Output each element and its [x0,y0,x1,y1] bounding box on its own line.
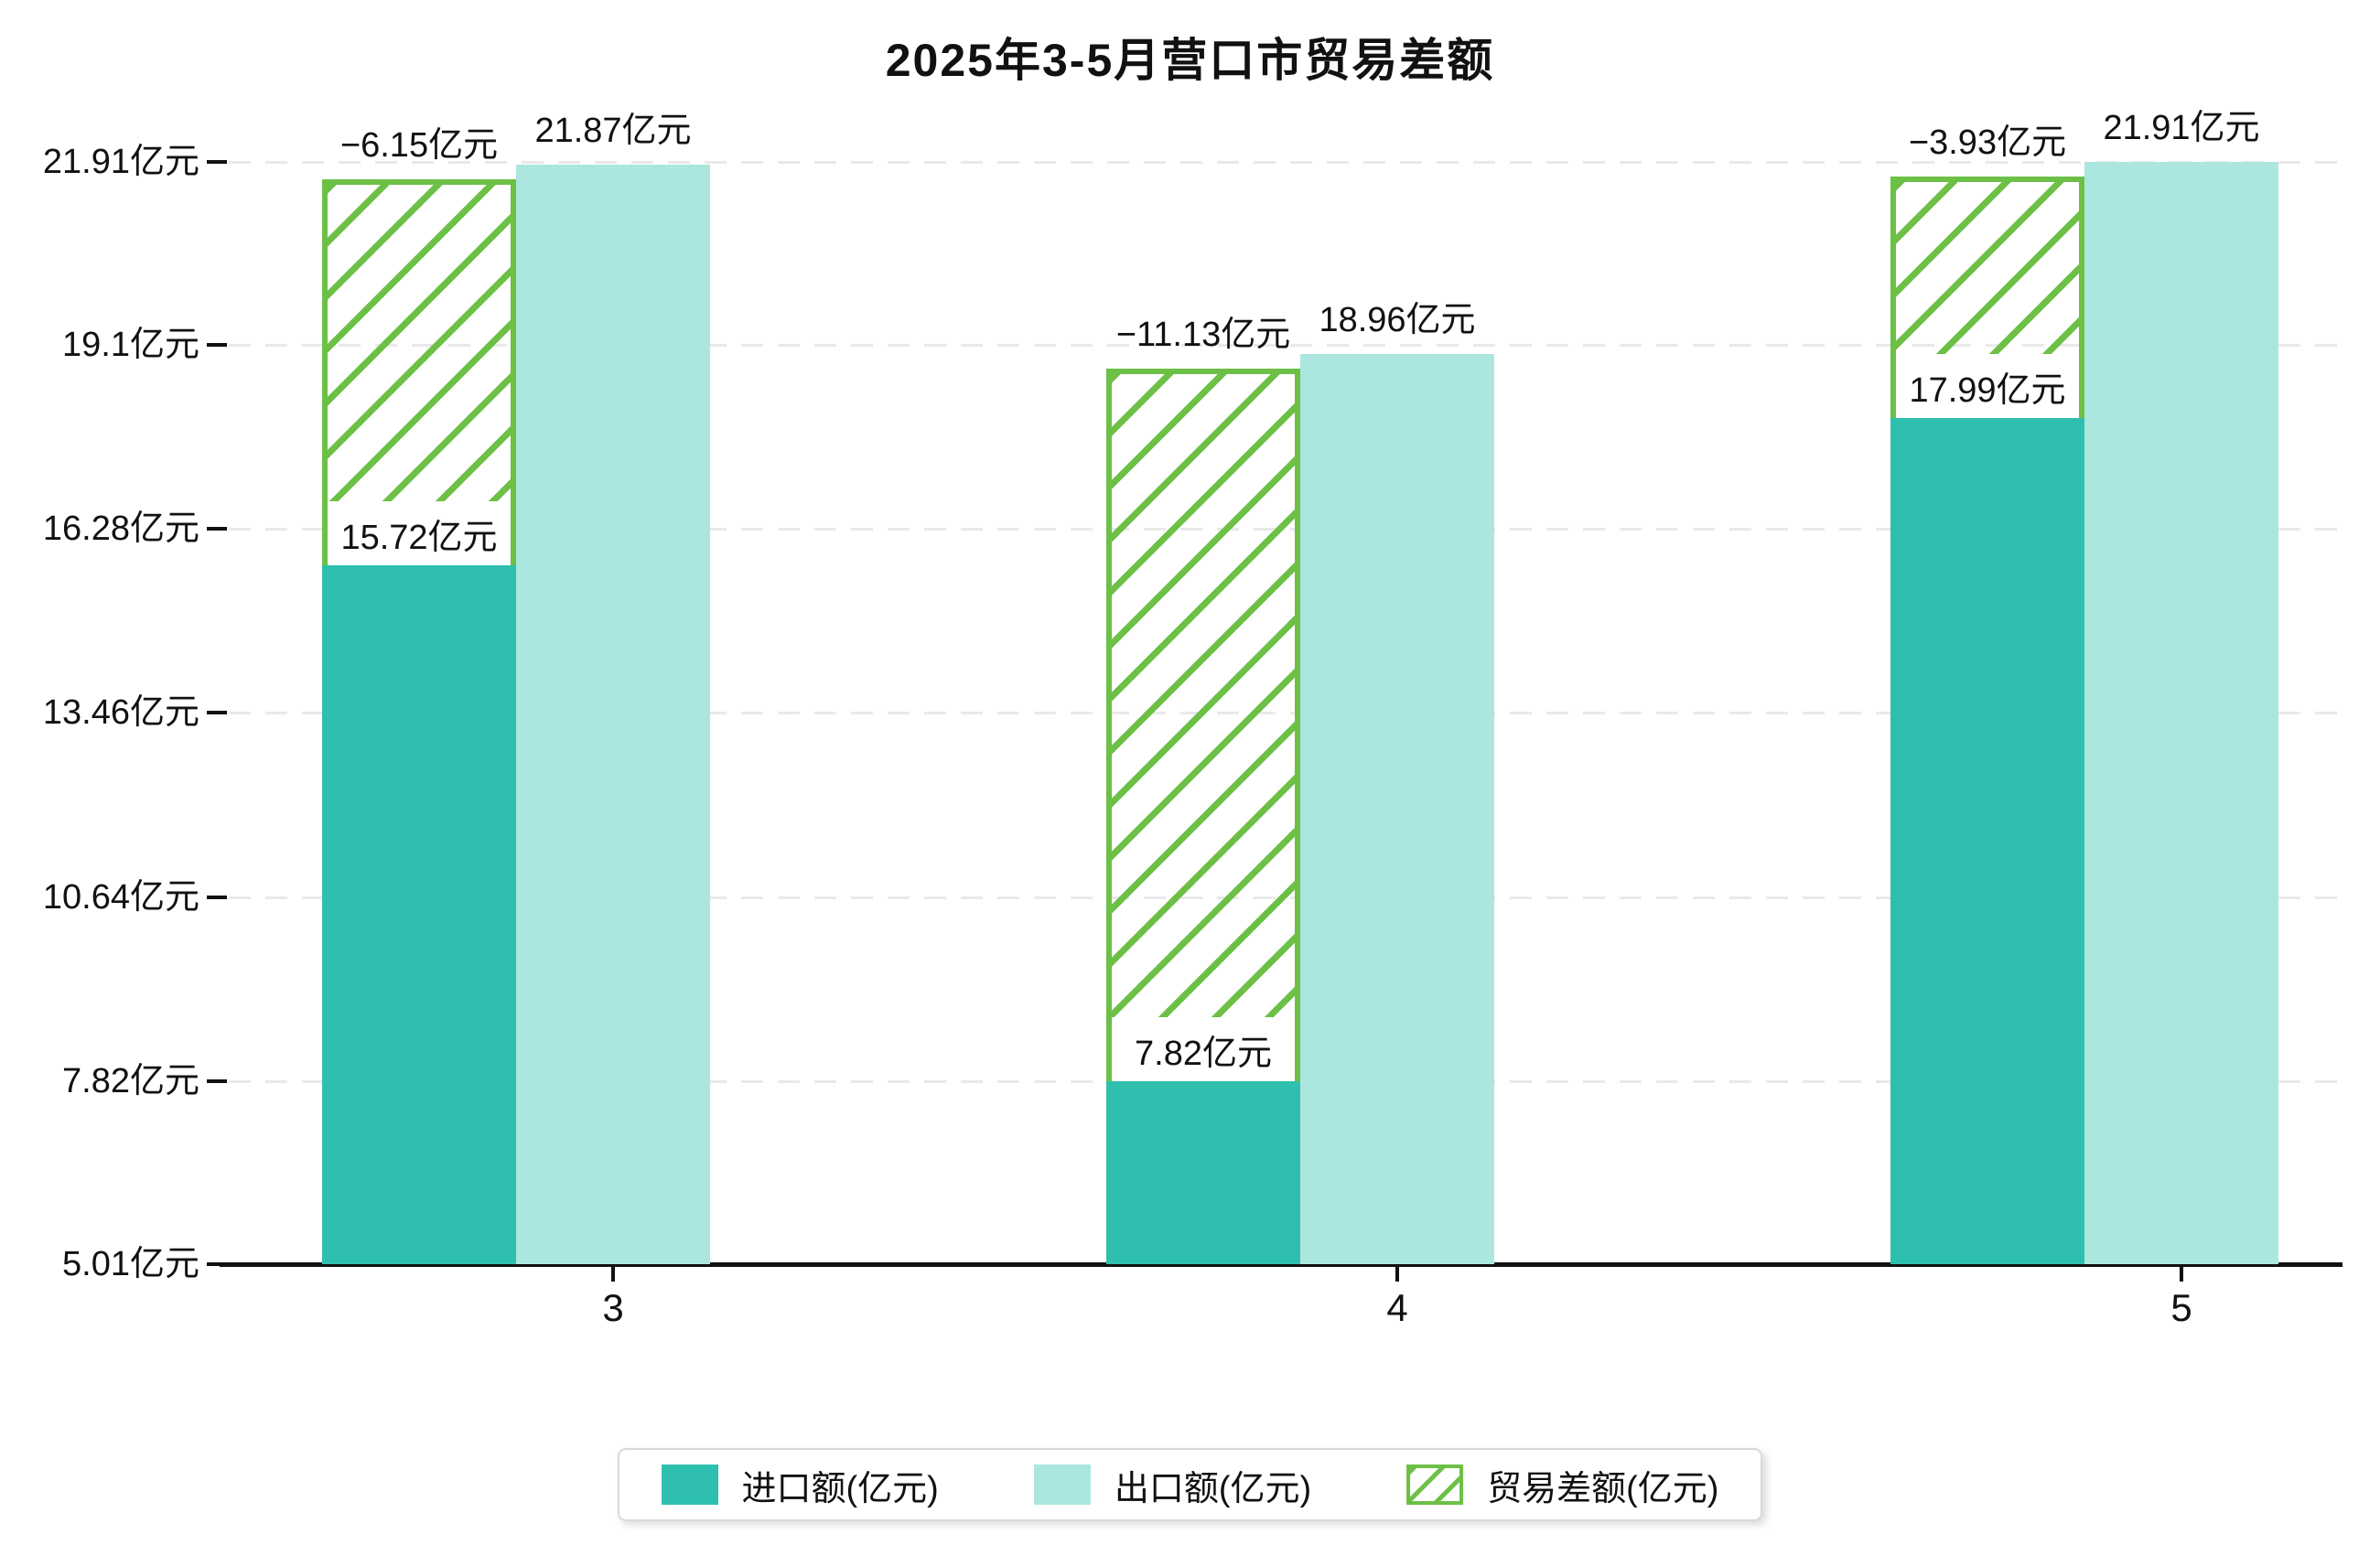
x-axis-tick [611,1267,615,1282]
y-axis-tick-label: 21.91亿元 [42,143,199,181]
import-value-label: 7.82亿元 [1112,1017,1295,1081]
grid-line [229,344,2342,347]
import-value-label: 15.72亿元 [328,501,511,565]
trade-diff-value-label: −3.93亿元 [1908,123,2067,162]
import-swatch-icon [661,1465,718,1505]
import-value-label: 17.99亿元 [1896,354,2079,418]
y-axis-tick [207,711,227,714]
x-axis-tick [1395,1267,1399,1282]
import-bar [322,565,516,1264]
legend-label-import: 进口额(亿元) [741,1469,939,1508]
x-axis-tick-label: 3 [602,1286,624,1329]
y-axis-tick-label: 13.46亿元 [42,693,199,732]
trade-diff-value-label: −11.13亿元 [1115,316,1291,354]
trade-diff-value-label: −6.15亿元 [339,126,499,165]
legend-item-export: 出口额(亿元) [1033,1460,1312,1510]
y-axis-tick [207,1262,227,1266]
import-bar [1106,1081,1300,1264]
import-bar [1890,418,2084,1264]
y-axis-tick-label: 5.01亿元 [62,1245,199,1283]
grid-line [229,161,2342,164]
x-axis-line [220,1262,2342,1267]
export-bar [2084,162,2278,1264]
legend-item-import: 进口额(亿元) [661,1460,939,1510]
export-swatch-icon [1033,1465,1091,1505]
trade-diff-hatch-swatch-icon [1406,1465,1464,1505]
x-axis-tick [2180,1267,2183,1282]
y-axis-tick [207,527,227,531]
export-value-label: 21.91亿元 [2103,109,2260,147]
y-axis-tick [207,1079,227,1083]
chart-title: 2025年3-5月营口市贸易差额 [885,35,1495,86]
y-axis-tick-label: 10.64亿元 [42,878,199,917]
export-value-label: 21.87亿元 [534,112,692,150]
y-axis-tick-label: 7.82亿元 [62,1062,199,1100]
x-axis-tick-label: 5 [2170,1286,2192,1329]
legend-label-export: 出口额(亿元) [1114,1469,1312,1508]
legend-label-diff: 贸易差额(亿元) [1487,1469,1719,1508]
y-axis-tick-label: 16.28亿元 [42,510,199,548]
legend-item-diff: 贸易差额(亿元) [1406,1460,1718,1510]
trade-diff-bar [1106,369,1300,1095]
y-axis-tick-label: 19.1亿元 [62,326,199,364]
legend: 进口额(亿元) 出口额(亿元) 贸易差额(亿元) [617,1448,1763,1521]
export-bar [1300,354,1494,1264]
export-bar [516,165,710,1264]
y-axis-tick [207,896,227,899]
y-axis-tick [207,343,227,347]
x-axis-tick-label: 4 [1386,1286,1408,1329]
export-value-label: 18.96亿元 [1319,301,1476,339]
y-axis-tick [207,160,227,164]
